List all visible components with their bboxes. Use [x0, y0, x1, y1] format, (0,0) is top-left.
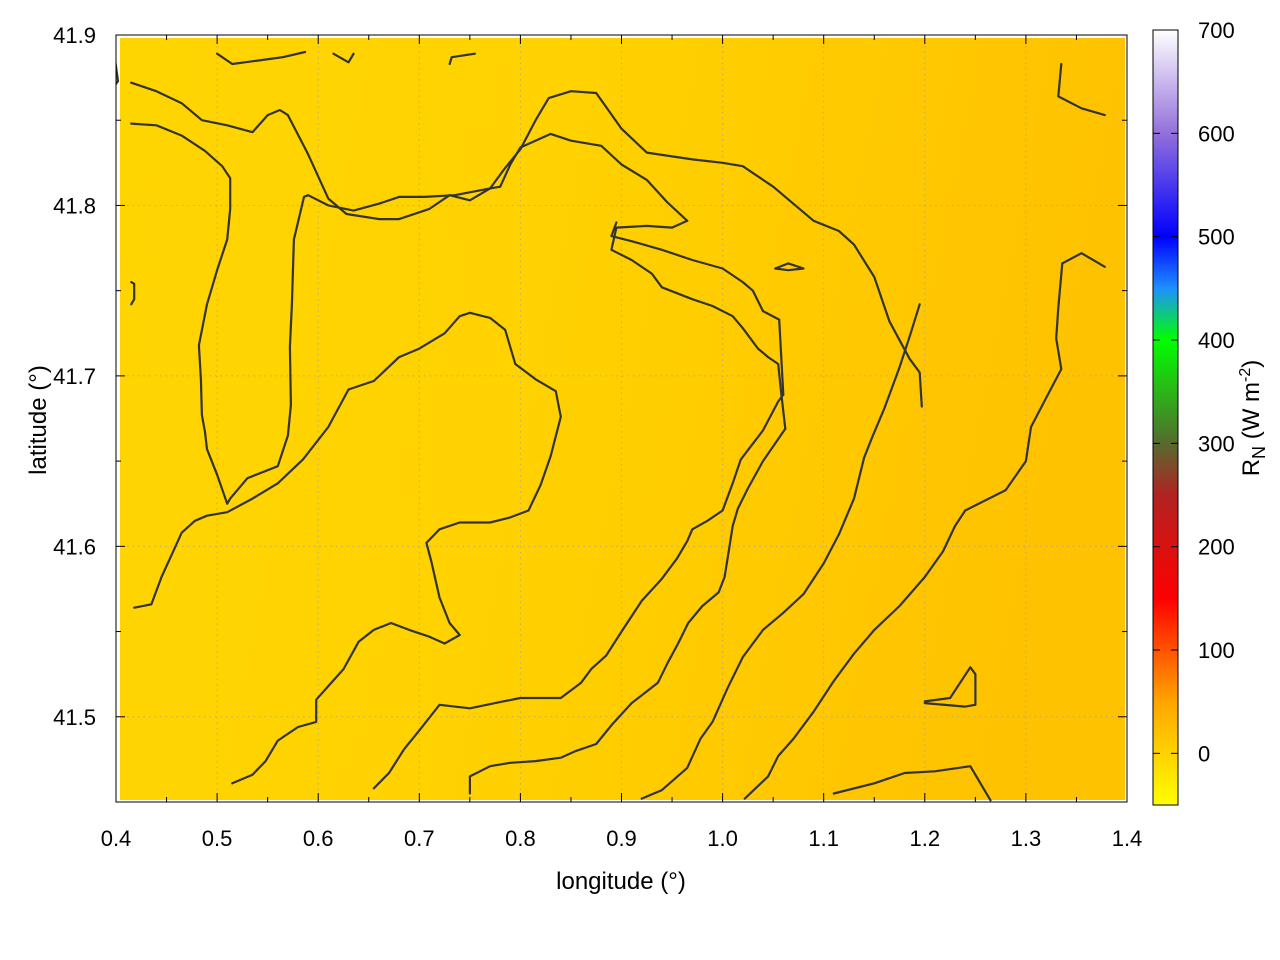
contour-line-14 — [610, 221, 785, 396]
contour-line-12 — [133, 311, 562, 785]
axis-ticks — [115, 34, 1128, 803]
contour-line-15 — [640, 303, 921, 800]
x-axis-label: longitude (°) — [556, 868, 686, 895]
y-axis-label: latitude (°) — [25, 365, 52, 475]
contour-line-20 — [774, 262, 805, 272]
x-tick-label: 0.5 — [202, 826, 233, 851]
x-tick-label: 1.1 — [808, 826, 839, 851]
contour-line-3 — [499, 132, 689, 222]
x-tick-label: 0.4 — [101, 826, 132, 851]
colorbar-label-main: R — [1238, 459, 1265, 476]
contour-line-2 — [130, 122, 502, 505]
x-tick-labels: 0.4 0.5 0.6 0.7 0.8 0.9 1.0 1.1 1.2 1.3 1.4 — [101, 826, 1143, 851]
colorbar-label: RN (W m-2) — [1237, 360, 1269, 477]
contour-line-16 — [1061, 252, 1106, 268]
x-tick-label: 1.2 — [910, 826, 941, 851]
colorbar-tick-label: 700 — [1198, 18, 1235, 43]
y-tick-label: 41.5 — [53, 705, 96, 730]
y-tick-labels: 41.5 41.6 41.7 41.8 41.9 — [53, 23, 96, 730]
contour-line-13 — [372, 393, 785, 790]
contour-line-19 — [923, 666, 977, 708]
colorbar-gradient — [1152, 29, 1179, 806]
colorbar-tick-label: 200 — [1198, 535, 1235, 560]
colorbar-label-sub: N — [1249, 446, 1269, 459]
y-tick-label: 41.8 — [53, 193, 96, 218]
colorbar-ticks: 0 100 200 300 400 500 600 700 — [1153, 18, 1235, 766]
contour-line-9 — [332, 52, 355, 64]
colorbar-label-unit: (W m — [1238, 382, 1265, 446]
contour-line-6 — [116, 79, 120, 86]
colorbar-tick-label: 100 — [1198, 638, 1235, 663]
x-tick-label: 0.8 — [505, 826, 536, 851]
y-tick-label: 41.9 — [53, 23, 96, 48]
colorbar-tick-label: 300 — [1198, 431, 1235, 456]
x-tick-label: 0.9 — [606, 826, 637, 851]
x-tick-label: 1.0 — [707, 826, 738, 851]
x-tick-label: 1.3 — [1011, 826, 1042, 851]
y-tick-label: 41.6 — [53, 534, 96, 559]
grid-lines — [116, 35, 1127, 802]
colorbar-tick-label: 400 — [1198, 328, 1235, 353]
contour-line-17 — [743, 262, 1064, 800]
colorbar-tick-label: 500 — [1198, 225, 1235, 250]
contour-line-18 — [832, 765, 992, 802]
contour-line-8 — [216, 50, 307, 66]
colorbar-label-close: ) — [1238, 360, 1265, 368]
heatmap-field — [120, 38, 1125, 800]
contour-line-5 — [468, 427, 787, 795]
y-tick-label: 41.7 — [53, 364, 96, 389]
x-tick-label: 0.7 — [404, 826, 435, 851]
x-tick-label: 0.6 — [303, 826, 334, 851]
contour-line-10 — [448, 52, 476, 66]
colorbar-label-sup: -2 — [1237, 368, 1254, 382]
contour-lines — [116, 50, 1106, 802]
colorbar: 0 100 200 300 400 500 600 700 RN (W m-2) — [1152, 18, 1269, 806]
x-tick-label: 1.4 — [1112, 826, 1143, 851]
contour-line-21 — [1057, 62, 1106, 117]
plot-area — [115, 34, 1128, 803]
colorbar-tick-label: 600 — [1198, 121, 1235, 146]
contour-line-7 — [116, 58, 120, 83]
colorbar-tick-label: 0 — [1198, 741, 1210, 766]
contour-line-11 — [130, 281, 136, 306]
contour-line-4 — [610, 219, 787, 430]
